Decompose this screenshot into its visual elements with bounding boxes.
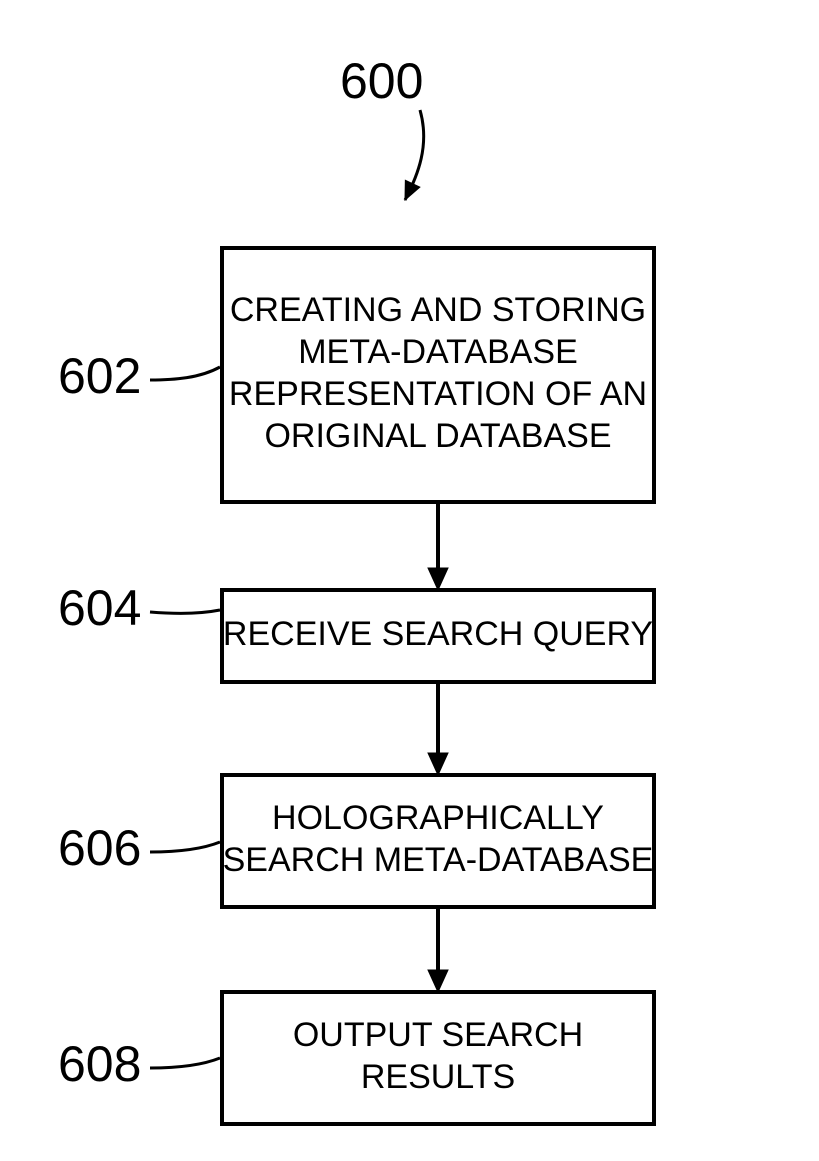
flow-step-text: SEARCH META-DATABASE (223, 841, 654, 879)
diagram-ref-label: 600 (340, 53, 423, 109)
flow-step-text: CREATING AND STORING (230, 291, 646, 329)
flow-step-text: HOLOGRAPHICALLY (272, 799, 604, 837)
diagram-ref-arrowhead (405, 180, 420, 200)
flowchart-diagram: 600 CREATING AND STORING META-DATABASE REPR… (0, 0, 819, 1161)
flow-step-text: META-DATABASE (298, 333, 578, 371)
flow-step-text: REPRESENTATION OF AN (229, 375, 647, 413)
flow-step-ref-label: 606 (58, 820, 141, 876)
flow-step-ref-label: 604 (58, 580, 141, 636)
flow-step-ref-pointer (150, 1058, 220, 1068)
flow-step-ref-label: 608 (58, 1036, 141, 1092)
flow-step-text: OUTPUT SEARCH (293, 1016, 583, 1054)
flow-step-ref-pointer (150, 610, 220, 613)
flow-arrowhead (428, 970, 448, 992)
flow-arrowhead (428, 753, 448, 775)
flow-step-text: RECEIVE SEARCH QUERY (223, 615, 653, 653)
flow-step-ref-label: 602 (58, 348, 141, 404)
flow-step-text: ORIGINAL DATABASE (264, 417, 611, 455)
flow-step-ref-pointer (150, 367, 220, 380)
flow-arrowhead (428, 568, 448, 590)
flow-step-text: RESULTS (361, 1058, 515, 1096)
flow-step-ref-pointer (150, 842, 220, 852)
